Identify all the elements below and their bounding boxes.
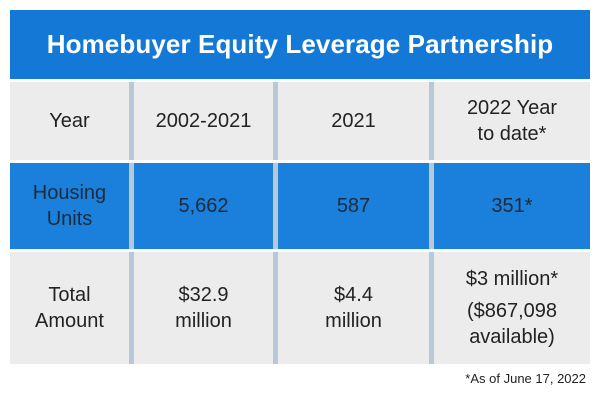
table-title: Homebuyer Equity Leverage Partnership	[10, 10, 590, 79]
total-amount-2022-available: ($867,098 available)	[466, 300, 558, 348]
total-amount-2002-2021: $32.9 million	[129, 252, 273, 364]
housing-units-2002-2021: 5,662	[129, 163, 273, 249]
housing-units-row: Housing Units 5,662 587 351*	[10, 160, 590, 249]
total-amount-2022-ytd: $3 million* ($867,098 available)	[429, 252, 590, 364]
total-amount-row: Total Amount $32.9 million $4.4 million …	[10, 249, 590, 364]
year-label: Year	[49, 110, 90, 132]
footnote: *As of June 17, 2022	[465, 371, 586, 386]
header-row: Year 2002-2021 2021 2022 Year to date*	[10, 79, 590, 160]
header-2021: 2021	[273, 82, 429, 160]
housing-units-label: Housing Units	[32, 182, 107, 230]
total-amount-2021: $4.4 million	[273, 252, 429, 364]
header-2022-ytd: 2022 Year to date*	[429, 82, 590, 160]
housing-units-2021: 587	[273, 163, 429, 249]
header-2002-2021: 2002-2021	[129, 82, 273, 160]
total-amount-2022-value: $3 million*	[465, 268, 559, 290]
data-table-card: Homebuyer Equity Leverage Partnership Ye…	[10, 10, 590, 364]
total-amount-label: Total Amount	[35, 284, 104, 332]
housing-units-2022-ytd: 351*	[429, 163, 590, 249]
